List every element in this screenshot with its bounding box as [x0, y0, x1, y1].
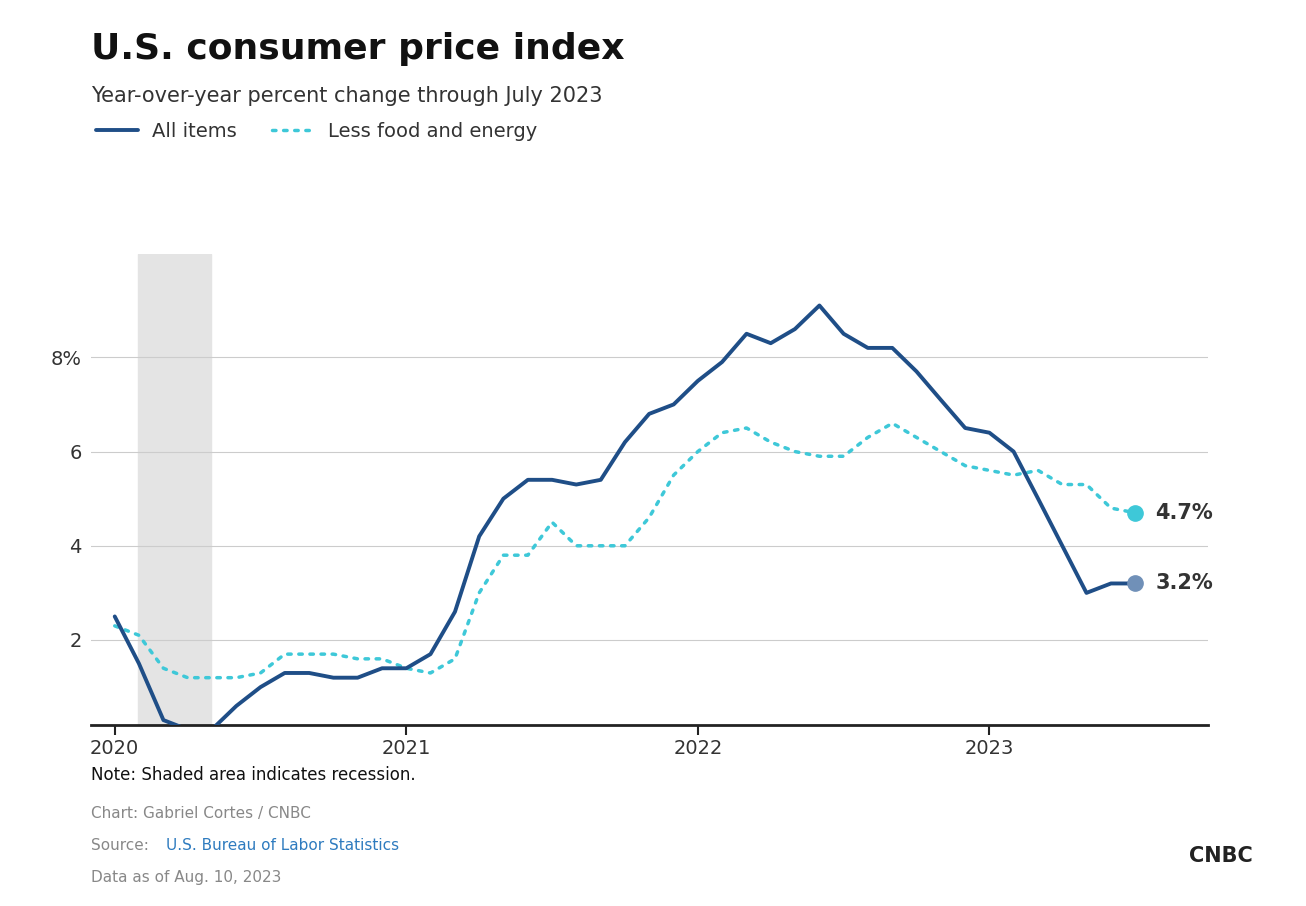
- Text: Data as of Aug. 10, 2023: Data as of Aug. 10, 2023: [91, 870, 282, 885]
- Text: U.S. Bureau of Labor Statistics: U.S. Bureau of Labor Statistics: [166, 838, 400, 853]
- Bar: [138, 254, 212, 725]
- Text: Chart: Gabriel Cortes / CNBC: Chart: Gabriel Cortes / CNBC: [91, 806, 311, 822]
- Text: U.S. consumer price index: U.S. consumer price index: [91, 32, 624, 66]
- Text: Source:: Source:: [91, 838, 154, 853]
- Text: Year-over-year percent change through July 2023: Year-over-year percent change through Ju…: [91, 86, 603, 106]
- Legend: All items, Less food and energy: All items, Less food and energy: [95, 122, 537, 141]
- Text: CNBC: CNBC: [1190, 846, 1252, 866]
- Text: Note: Shaded area indicates recession.: Note: Shaded area indicates recession.: [91, 766, 417, 784]
- Text: 3.2%: 3.2%: [1156, 573, 1213, 593]
- Text: 4.7%: 4.7%: [1156, 503, 1213, 523]
